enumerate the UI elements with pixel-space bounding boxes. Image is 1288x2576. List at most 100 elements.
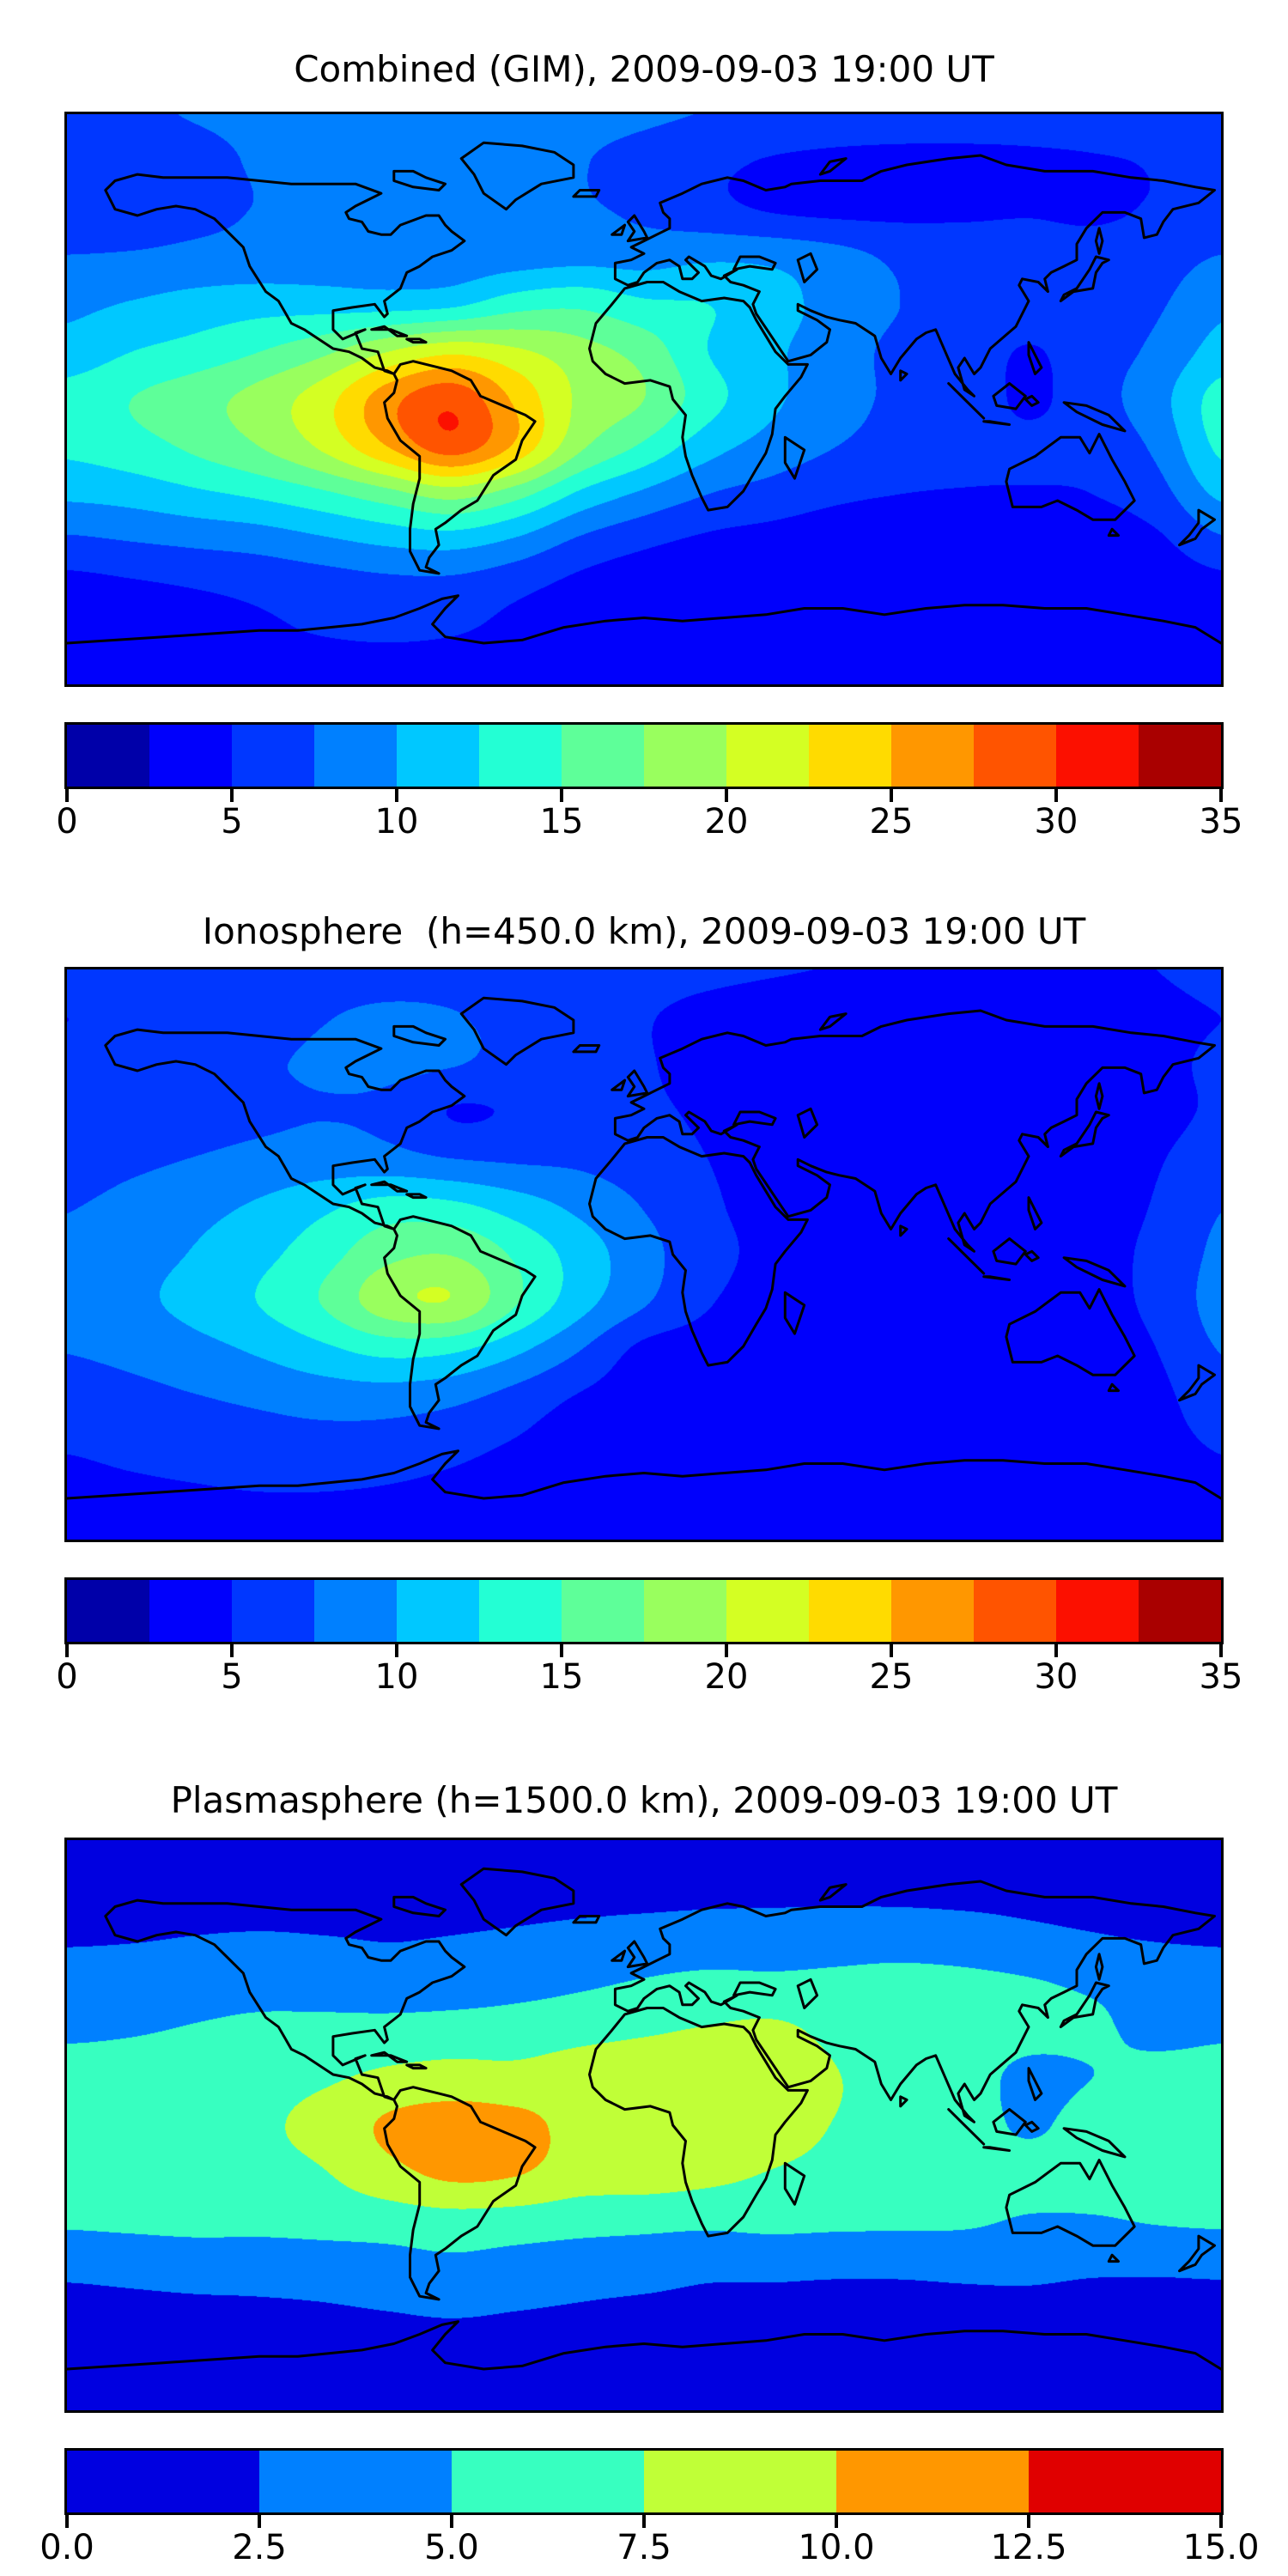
colorbar-tick-label: 10.0 <box>798 2528 875 2567</box>
colorbar-segment <box>149 1580 232 1642</box>
colorbar-tick-label: 15.0 <box>1182 2528 1260 2567</box>
colorbar-tick-label: 2.5 <box>232 2528 287 2567</box>
colorbar-segment <box>1056 725 1139 787</box>
colorbar-tick <box>1219 789 1223 802</box>
colorbar-tick-label: 30 <box>1034 802 1078 841</box>
colorbar-tick <box>1026 2515 1030 2528</box>
map-ionosphere <box>64 967 1224 1542</box>
colorbar-tick-label: 10 <box>374 1657 419 1697</box>
colorbar-segment <box>644 1580 726 1642</box>
colorbar-tick <box>230 1644 234 1657</box>
colorbar-tick-label: 30 <box>1034 1657 1078 1697</box>
colorbar-tick <box>394 789 398 802</box>
colorbar-tick <box>449 2515 453 2528</box>
tec-field-canvas-ionosphere <box>67 969 1221 1540</box>
colorbar-segment <box>809 1580 891 1642</box>
colorbar-tick <box>65 1644 69 1657</box>
panel-title-ionosphere: Ionosphere (h=450.0 km), 2009-09-03 19:0… <box>202 910 1086 952</box>
colorbar-tick-label: 15 <box>539 1657 584 1697</box>
colorbar-tick <box>394 1644 398 1657</box>
colorbar-segment <box>314 725 397 787</box>
coastlines-icon <box>67 1840 1221 2410</box>
colorbar-segment <box>232 725 314 787</box>
coastlines-icon <box>67 114 1221 684</box>
colorbar-labels-ionosphere: 0 5 10 15 20 25 30 35 <box>56 1657 1242 1702</box>
colorbar-tick-label: 7.5 <box>617 2528 671 2567</box>
colorbar-tick-label: 20 <box>704 1657 749 1697</box>
colorbar-segment <box>259 2451 452 2512</box>
colorbar-labels-combined: 0 5 10 15 20 25 30 35 <box>56 802 1242 847</box>
coastline-path <box>67 1868 1221 2369</box>
colorbar-tick <box>642 2515 646 2528</box>
colorbar-segment <box>974 1580 1056 1642</box>
colorbar-segment <box>397 725 479 787</box>
colorbar-tick-label: 20 <box>704 802 749 841</box>
colorbar-segment <box>644 2451 836 2512</box>
colorbar-tick-label: 5.0 <box>424 2528 479 2567</box>
colorbar-segment <box>836 2451 1029 2512</box>
colorbar-segment <box>1139 1580 1221 1642</box>
colorbar-segment <box>1029 2451 1221 2512</box>
colorbar-segment <box>314 1580 397 1642</box>
colorbar-plasmasphere <box>64 2448 1224 2515</box>
coastline-path <box>67 143 1221 643</box>
colorbar-segment <box>644 725 726 787</box>
colorbar-tick <box>230 789 234 802</box>
colorbar-tick <box>258 2515 261 2528</box>
colorbar-segment <box>67 1580 149 1642</box>
colorbar-tick <box>65 789 69 802</box>
colorbar-segment <box>809 725 891 787</box>
colorbar-ionosphere <box>64 1577 1224 1644</box>
colorbar-tick <box>1054 789 1058 802</box>
colorbar-segment <box>726 1580 809 1642</box>
colorbar-tick-label: 10 <box>374 802 419 841</box>
colorbar-tick-label: 5 <box>221 802 243 841</box>
colorbar-tick <box>65 2515 69 2528</box>
colorbar-segment <box>479 1580 562 1642</box>
colorbar-segment <box>67 725 149 787</box>
colorbar-tick-label: 0 <box>56 1657 78 1697</box>
colorbar-tick <box>1219 1644 1223 1657</box>
colorbar-segment <box>1056 1580 1139 1642</box>
colorbar-tick <box>1054 1644 1058 1657</box>
colorbar-segment <box>974 725 1056 787</box>
tec-field-canvas-combined <box>67 114 1221 684</box>
colorbar-tick-label: 35 <box>1199 802 1243 841</box>
colorbar-labels-plasmasphere: 0.0 2.5 5.0 7.5 10.0 12.5 15.0 <box>39 2528 1259 2573</box>
colorbar-segment <box>1139 725 1221 787</box>
colorbar-tick-label: 12.5 <box>990 2528 1067 2567</box>
tec-field-canvas-plasmasphere <box>67 1840 1221 2410</box>
colorbar-tick <box>725 789 728 802</box>
panel-title-combined: Combined (GIM), 2009-09-03 19:00 UT <box>294 48 994 90</box>
colorbar-tick <box>835 2515 838 2528</box>
colorbar-tick <box>559 1644 563 1657</box>
colorbar-segment <box>562 725 644 787</box>
coastline-path <box>67 998 1221 1498</box>
colorbar-tick <box>725 1644 728 1657</box>
colorbar-combined <box>64 722 1224 789</box>
colorbar-tick-label: 0 <box>56 802 78 841</box>
colorbar-tick-label: 25 <box>869 802 914 841</box>
colorbar-tick-label: 35 <box>1199 1657 1243 1697</box>
colorbar-tick <box>890 789 893 802</box>
colorbar-tick <box>890 1644 893 1657</box>
colorbar-ticks-ionosphere <box>65 1644 1223 1658</box>
colorbar-tick-label: 0.0 <box>39 2528 94 2567</box>
colorbar-segment <box>232 1580 314 1642</box>
colorbar-tick-label: 5 <box>221 1657 243 1697</box>
colorbar-segment <box>891 1580 974 1642</box>
colorbar-segment <box>562 1580 644 1642</box>
colorbar-segment <box>397 1580 479 1642</box>
colorbar-segment <box>891 725 974 787</box>
colorbar-tick <box>559 789 563 802</box>
colorbar-tick-label: 15 <box>539 802 584 841</box>
colorbar-segment <box>149 725 232 787</box>
colorbar-tick-label: 25 <box>869 1657 914 1697</box>
colorbar-ticks-plasmasphere <box>65 2515 1223 2529</box>
panel-title-plasmasphere: Plasmasphere (h=1500.0 km), 2009-09-03 1… <box>170 1779 1118 1821</box>
colorbar-ticks-combined <box>65 789 1223 803</box>
colorbar-segment <box>726 725 809 787</box>
colorbar-tick <box>1219 2515 1223 2528</box>
map-plasmasphere <box>64 1838 1224 2413</box>
